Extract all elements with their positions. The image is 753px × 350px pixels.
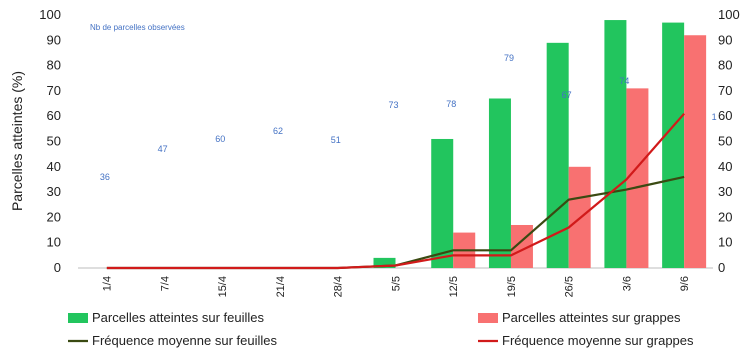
line-feuilles <box>106 175 685 270</box>
y2-tick-label: 40 <box>718 159 732 174</box>
bar-feuilles <box>431 138 454 268</box>
y-tick-label: 90 <box>47 32 61 47</box>
x-tick-label: 21/4 <box>275 276 287 297</box>
x-tick-label: 3/6 <box>621 276 633 291</box>
parcel-count-label: 60 <box>215 134 225 144</box>
y2-tick-label: 90 <box>718 32 732 47</box>
x-tick-label: 9/6 <box>679 276 691 291</box>
x-tick-label: 1/4 <box>102 276 114 291</box>
chart-note: Nb de parcelles observées <box>90 23 185 32</box>
x-tick-label: 5/5 <box>390 276 402 291</box>
x-tick-label: 12/5 <box>448 276 460 297</box>
y-tick-label: 30 <box>47 184 61 199</box>
y2-tick-label: 80 <box>718 58 732 73</box>
y-axis-label: Parcelles atteintes (%) <box>9 71 25 211</box>
y-tick-label: 60 <box>47 108 61 123</box>
y2-tick-label: 10 <box>718 235 732 250</box>
bar-feuilles <box>488 98 511 269</box>
bar-grappes <box>684 35 707 268</box>
legend-label: Fréquence moyenne sur grappes <box>502 333 694 348</box>
legend-swatch <box>478 313 498 323</box>
x-tick-label: 15/4 <box>217 276 229 297</box>
parcel-count-label: 74 <box>619 76 629 86</box>
bar-feuilles <box>546 42 569 268</box>
bar-feuilles <box>373 257 396 268</box>
y2-tick-label: 100 <box>718 7 740 22</box>
y2-tick-label: 60 <box>718 108 732 123</box>
parcel-count-label: 47 <box>158 144 168 154</box>
y-tick-label: 70 <box>47 83 61 98</box>
bar-feuilles <box>604 20 627 269</box>
parcel-count-label: 62 <box>273 126 283 136</box>
y2-tick-label: 20 <box>718 209 732 224</box>
parcel-count-label: 51 <box>331 135 341 145</box>
parcel-count-label: 1 <box>712 112 717 122</box>
legend-swatch <box>68 313 88 323</box>
y-tick-label: 50 <box>47 134 61 149</box>
legend: Parcelles atteintes sur feuilles Parcelle… <box>68 310 694 348</box>
bars <box>373 20 707 269</box>
parcel-count-label: 78 <box>446 99 456 109</box>
parcel-count-label: 73 <box>388 100 398 110</box>
line-grappes <box>106 112 685 270</box>
axes: 0 0 10 10 20 20 30 30 40 40 50 50 60 60 70 70 80 80 90 90 10… <box>39 7 739 297</box>
y2-tick-label: 0 <box>718 260 725 275</box>
y2-tick-label: 70 <box>718 83 732 98</box>
parcel-count-labels: 36 47 60 62 51 73 78 79 67 74 1 <box>100 53 717 182</box>
legend-label: Parcelles atteintes sur feuilles <box>92 310 264 325</box>
parcel-count-label: 79 <box>504 53 514 63</box>
x-tick-label: 26/5 <box>564 276 576 297</box>
parcel-count-label: 67 <box>562 90 572 100</box>
bar-feuilles <box>662 22 685 269</box>
legend-label: Parcelles atteintes sur grappes <box>502 310 681 325</box>
y-tick-label: 100 <box>39 7 61 22</box>
legend-label: Fréquence moyenne sur feuilles <box>92 333 277 348</box>
lines <box>106 112 685 270</box>
y-tick-label: 20 <box>47 209 61 224</box>
bar-grappes <box>626 88 649 269</box>
x-tick-label: 7/4 <box>159 276 171 291</box>
parcel-count-label: 36 <box>100 172 110 182</box>
y-tick-label: 0 <box>54 260 61 275</box>
y2-tick-label: 50 <box>718 134 732 149</box>
x-tick-label: 19/5 <box>506 276 518 297</box>
y2-tick-label: 30 <box>718 184 732 199</box>
y-tick-label: 40 <box>47 159 61 174</box>
y-tick-label: 80 <box>47 58 61 73</box>
y-tick-label: 10 <box>47 235 61 250</box>
x-tick-label: 28/4 <box>333 276 345 297</box>
